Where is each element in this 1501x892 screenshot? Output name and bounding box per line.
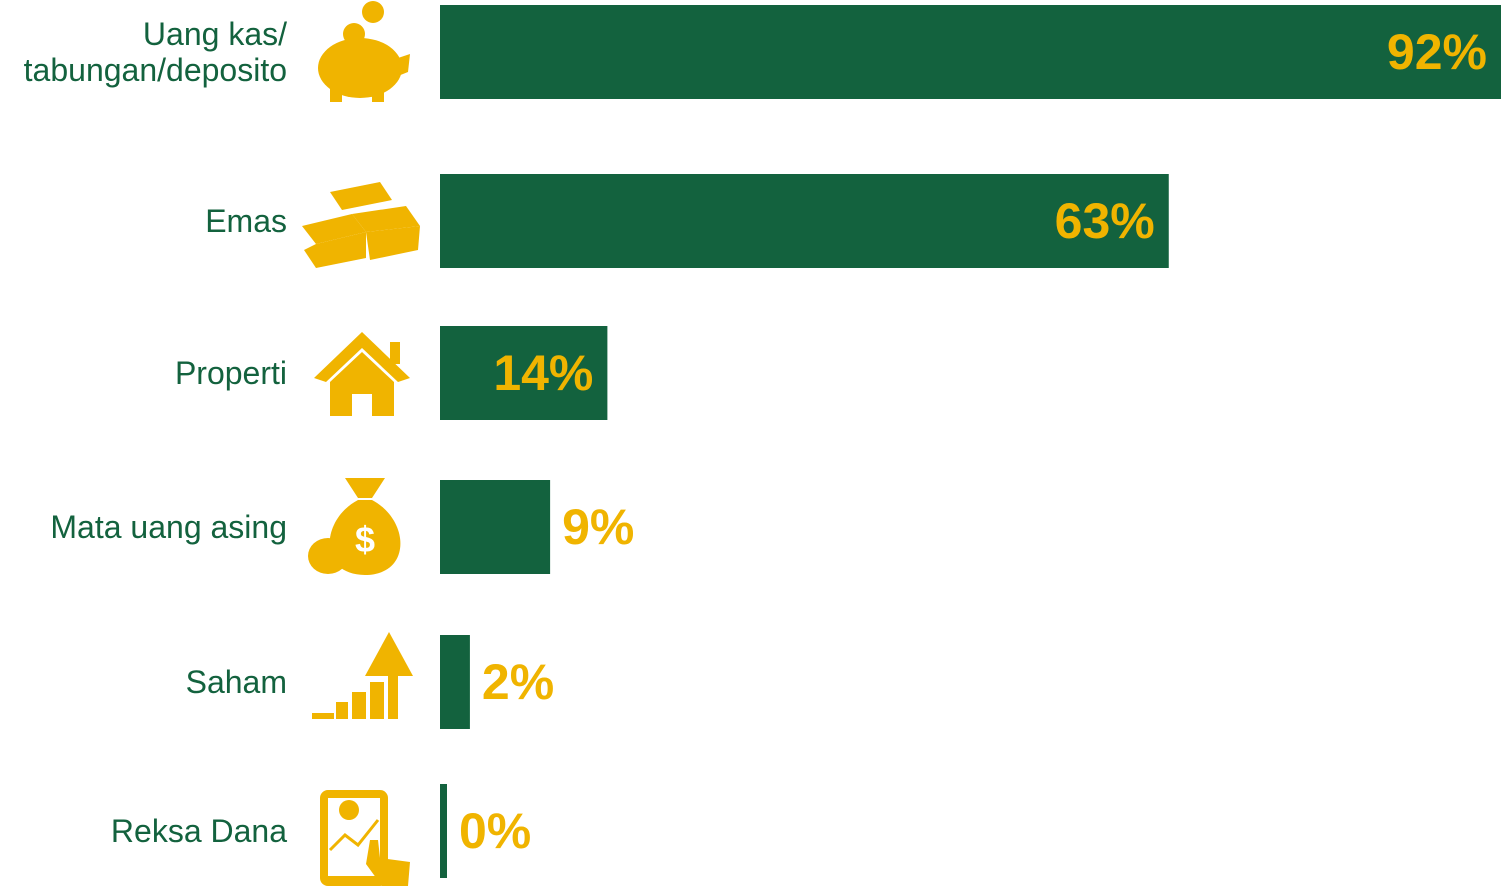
bar xyxy=(440,174,1169,268)
value-label: 0% xyxy=(459,803,531,859)
icon-piggy-bank xyxy=(318,1,410,102)
value-label: 2% xyxy=(482,654,554,710)
category-label: Properti xyxy=(174,355,287,391)
icon-house xyxy=(314,332,410,416)
category-label: Reksa Dana xyxy=(110,813,287,849)
bar xyxy=(440,784,447,878)
category-label: Uang kas/ tabungan/deposito xyxy=(23,16,287,88)
bar xyxy=(440,480,551,574)
category-label: Mata uang asing xyxy=(50,509,287,545)
svg-text:$: $ xyxy=(355,519,375,560)
category-label: Saham xyxy=(185,664,287,700)
bar xyxy=(440,326,608,420)
value-label: 63% xyxy=(1055,193,1155,249)
icon-growth-chart xyxy=(312,632,413,719)
category-label: Emas xyxy=(205,203,287,239)
bar xyxy=(440,5,1501,99)
icon-gold-bars xyxy=(302,182,420,268)
icon-money-bag: $ xyxy=(308,478,401,575)
icon-tablet xyxy=(320,790,410,886)
value-label: 9% xyxy=(562,499,634,555)
bar xyxy=(440,635,470,729)
value-label: 92% xyxy=(1387,24,1487,80)
value-label: 14% xyxy=(493,345,593,401)
